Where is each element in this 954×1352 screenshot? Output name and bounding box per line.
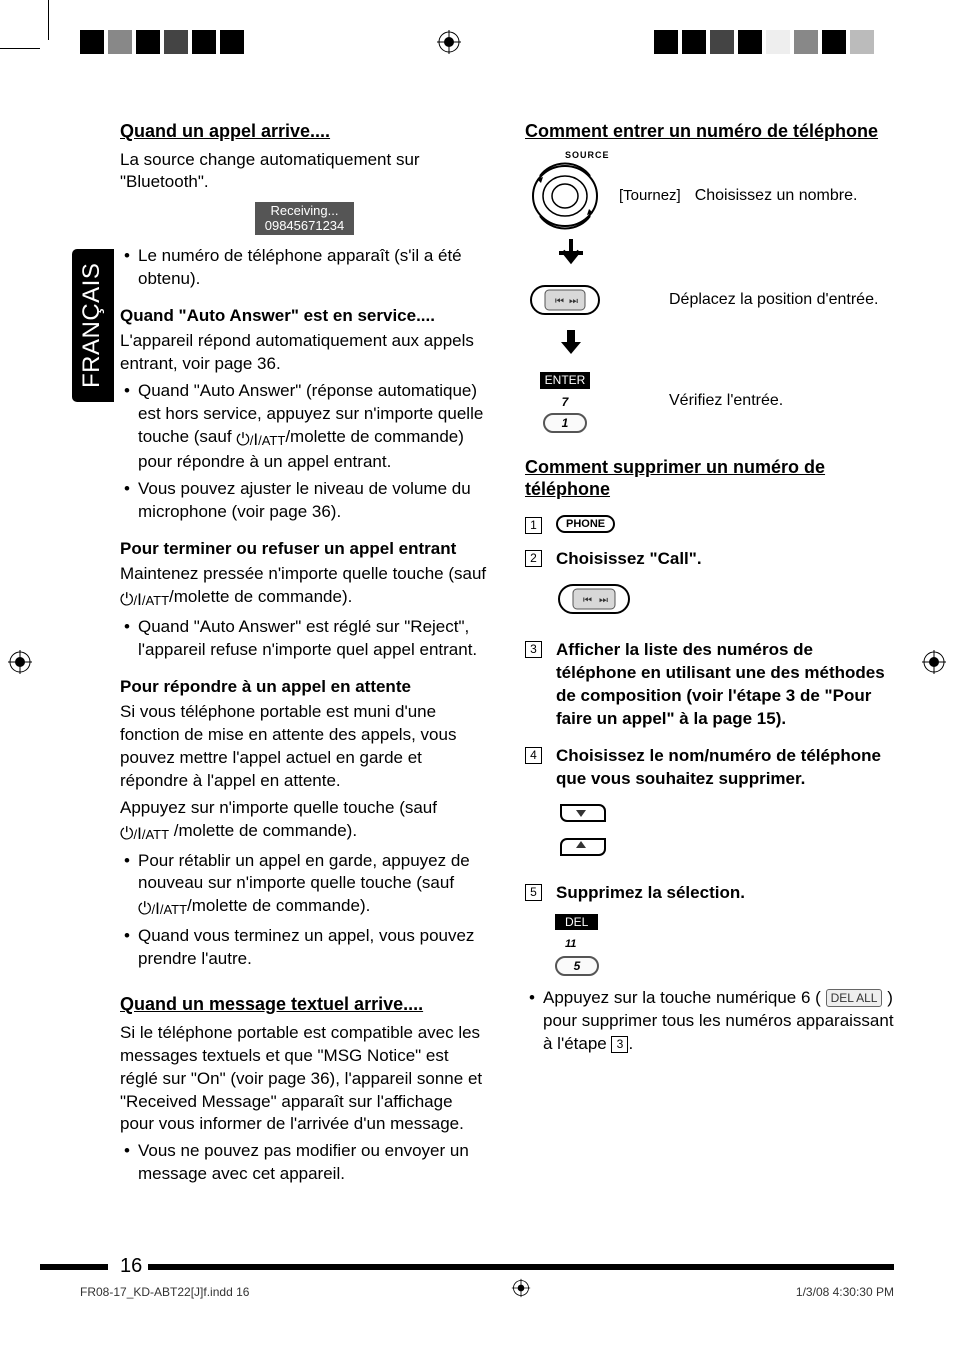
footer: FR08-17_KD-ABT22[J]f.indd 16 1/3/08 4:30… — [80, 1284, 894, 1308]
power-att-icon: ⏻/I/ATT — [120, 589, 169, 612]
lcd-display: Receiving... 09845671234 — [255, 202, 355, 235]
diagram-row-enter: ENTER 7 1 Vérifiez l'entrée. — [525, 369, 894, 434]
prev-next-button-icon: ⏮ ⏭ — [555, 579, 894, 626]
del-all-label-icon: DEL ALL — [826, 989, 883, 1007]
phone-button-icon: PHONE — [556, 515, 615, 534]
svg-text:⏮: ⏮ — [555, 296, 564, 307]
step-text: Choisissez le nom/numéro de téléphone qu… — [556, 745, 894, 791]
del-button-graphic: DEL 11 5 — [555, 911, 894, 977]
power-att-icon: ⏻/I/ATT — [120, 823, 169, 846]
svg-text:⏭: ⏭ — [599, 595, 608, 606]
power-att-icon: ⏻/I/ATT — [236, 429, 285, 452]
source-label: SOURCE — [565, 149, 894, 161]
del-label-icon: DEL — [555, 914, 598, 930]
text: Si le téléphone portable est compatible … — [120, 1022, 489, 1137]
turn-label: [Tournez] — [619, 186, 681, 206]
step-text: Choisissez "Call". — [556, 548, 894, 571]
lcd-line: 09845671234 — [265, 218, 345, 233]
step-3: 3 Afficher la liste des numéros de télép… — [525, 639, 894, 731]
bullet: Vous pouvez ajuster le niveau de volume … — [138, 478, 489, 524]
num-button-icon: 1 — [543, 413, 587, 433]
heading-call-arrives: Quand un appel arrive.... — [120, 120, 489, 143]
step-1: 1 PHONE — [525, 515, 894, 534]
arrow-down-icon — [525, 328, 894, 367]
enter-label-icon: ENTER — [540, 372, 591, 389]
step-number: 1 — [525, 517, 542, 534]
right-column: Comment entrer un numéro de téléphone SO… — [525, 120, 894, 1190]
step-text: Supprimez la sélection. — [556, 882, 894, 905]
svg-text:⏮: ⏮ — [583, 595, 592, 606]
registration-mark-icon — [922, 650, 946, 674]
num-label: 7 — [525, 394, 605, 410]
crop-marks-top — [0, 30, 954, 54]
heading-call-waiting: Pour répondre à un appel en attente — [120, 676, 489, 699]
svg-text:⏭: ⏭ — [569, 296, 578, 307]
step-5: 5 Supprimez la sélection. — [525, 882, 894, 905]
page-rule — [148, 1264, 894, 1270]
text: Si vous téléphone portable est muni d'un… — [120, 701, 489, 793]
footer-timestamp: 1/3/08 4:30:30 PM — [796, 1284, 894, 1308]
power-att-icon: ⏻/I/ATT — [138, 898, 187, 921]
page-number: 16 — [120, 1253, 142, 1280]
lcd-line: Receiving... — [271, 203, 339, 218]
num-label: 11 — [565, 937, 894, 952]
text: Maintenez pressée n'importe quelle touch… — [120, 563, 489, 612]
heading-auto-answer: Quand "Auto Answer" est en service.... — [120, 305, 489, 328]
step-ref: 3 — [611, 1036, 628, 1053]
heading-end-call: Pour terminer ou refuser un appel entran… — [120, 538, 489, 561]
language-tab: FRANÇAIS — [72, 249, 114, 402]
step-number: 4 — [525, 747, 542, 764]
heading-enter-number: Comment entrer un numéro de téléphone — [525, 120, 894, 143]
dial-knob-icon — [525, 161, 605, 231]
arrow-down-icon — [525, 237, 894, 276]
registration-mark-icon — [511, 1278, 535, 1302]
step-4: 4 Choisissez le nom/numéro de téléphone … — [525, 745, 894, 791]
bullet: Vous ne pouvez pas modifier ou envoyer u… — [138, 1140, 489, 1186]
bullet: Quand "Auto Answer" (réponse automatique… — [138, 380, 489, 475]
text: Appuyez sur n'importe quelle touche (sau… — [120, 797, 489, 846]
page-content: Quand un appel arrive.... La source chan… — [120, 120, 894, 1232]
step-number: 3 — [525, 641, 542, 658]
page-rule — [40, 1264, 108, 1270]
text: Vérifiez l'entrée. — [669, 390, 894, 412]
registration-mark-icon — [8, 650, 32, 674]
step-2: 2 Choisissez "Call". — [525, 548, 894, 571]
step-text: Afficher la liste des numéros de télépho… — [556, 639, 894, 731]
diagram-row-dial: [Tournez] Choisissez un nombre. — [525, 161, 894, 231]
step-number: 2 — [525, 550, 542, 567]
prev-next-button-icon: ⏮ ⏭ — [525, 278, 605, 322]
bullet: Pour rétablir un appel en garde, appuyez… — [138, 850, 489, 922]
text: La source change automatiquement sur "Bl… — [120, 149, 489, 195]
text: L'appareil répond automatiquement aux ap… — [120, 330, 489, 376]
text: Déplacez la position d'entrée. — [669, 289, 894, 311]
diagram-row-move: ⏮ ⏭ Déplacez la position d'entrée. — [525, 278, 894, 322]
heading-delete-number: Comment supprimer un numéro de téléphone — [525, 456, 894, 501]
bullet: Quand vous terminez un appel, vous pouve… — [138, 925, 489, 971]
text: Choisissez un nombre. — [695, 185, 894, 207]
footer-file: FR08-17_KD-ABT22[J]f.indd 16 — [80, 1284, 249, 1308]
up-down-buttons-icon — [555, 799, 894, 868]
step-number: 5 — [525, 884, 542, 901]
left-column: Quand un appel arrive.... La source chan… — [120, 120, 489, 1190]
bullet: Appuyez sur la touche numérique 6 ( DEL … — [543, 987, 894, 1056]
num-button-icon: 5 — [555, 956, 599, 976]
heading-text-message: Quand un message textuel arrive.... — [120, 993, 489, 1016]
bullet: Le numéro de téléphone apparaît (s'il a … — [138, 245, 489, 291]
registration-mark-icon — [437, 30, 461, 54]
bullet: Quand "Auto Answer" est réglé sur "Rejec… — [138, 616, 489, 662]
